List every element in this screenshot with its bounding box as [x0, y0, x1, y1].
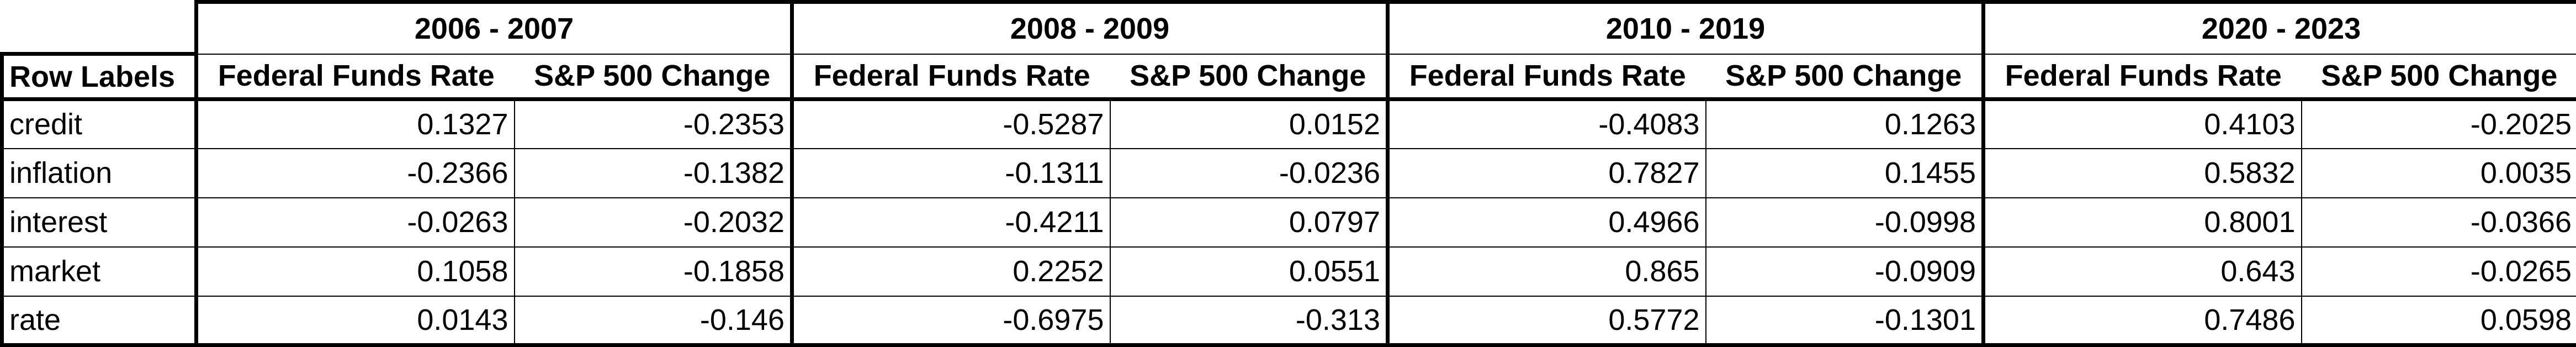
table-cell[interactable]: 0.2252 [792, 247, 1110, 296]
table-cell[interactable]: 0.643 [1984, 247, 2302, 296]
table-cell[interactable]: 0.4103 [1984, 99, 2302, 149]
table-cell[interactable]: 0.1455 [1706, 149, 1984, 198]
period-header-row: 2006 - 2007 2008 - 2009 2010 - 2019 2020… [2, 2, 2576, 54]
table-cell[interactable]: 0.7486 [1984, 296, 2302, 345]
table-cell[interactable]: -0.2366 [197, 149, 515, 198]
column-header[interactable]: S&P 500 Change [515, 54, 792, 99]
column-header[interactable]: S&P 500 Change [1706, 54, 1984, 99]
table-cell[interactable]: -0.1301 [1706, 296, 1984, 345]
table-cell[interactable]: -0.4083 [1388, 99, 1706, 149]
table-cell[interactable]: -0.1858 [515, 247, 792, 296]
column-header[interactable]: Federal Funds Rate [1984, 54, 2302, 99]
table-cell[interactable]: -0.1382 [515, 149, 792, 198]
table-cell[interactable]: 0.0143 [197, 296, 515, 345]
row-label[interactable]: market [2, 247, 197, 296]
table-cell[interactable]: 0.0551 [1110, 247, 1388, 296]
table-cell[interactable]: 0.5832 [1984, 149, 2302, 198]
corner-cell [2, 2, 197, 54]
table-cell[interactable]: -0.2353 [515, 99, 792, 149]
table-row: market 0.1058 -0.1858 0.2252 0.0551 0.86… [2, 247, 2576, 296]
table-cell[interactable]: -0.0909 [1706, 247, 1984, 296]
table-cell[interactable]: 0.8001 [1984, 198, 2302, 247]
period-header[interactable]: 2006 - 2007 [197, 2, 792, 54]
table-cell[interactable]: 0.865 [1388, 247, 1706, 296]
table-cell[interactable]: -0.1311 [792, 149, 1110, 198]
table-cell[interactable]: 0.0797 [1110, 198, 1388, 247]
table-cell[interactable]: -0.0236 [1110, 149, 1388, 198]
table-cell[interactable]: -0.0263 [197, 198, 515, 247]
table-row: inflation -0.2366 -0.1382 -0.1311 -0.023… [2, 149, 2576, 198]
table-cell[interactable]: -0.4211 [792, 198, 1110, 247]
row-label[interactable]: inflation [2, 149, 197, 198]
table-cell[interactable]: 0.0035 [2302, 149, 2576, 198]
table-cell[interactable]: -0.0998 [1706, 198, 1984, 247]
period-header[interactable]: 2010 - 2019 [1388, 2, 1984, 54]
row-label[interactable]: credit [2, 99, 197, 149]
table-cell[interactable]: -0.5287 [792, 99, 1110, 149]
column-header[interactable]: Federal Funds Rate [792, 54, 1110, 99]
table-cell[interactable]: -0.313 [1110, 296, 1388, 345]
column-header[interactable]: S&P 500 Change [2302, 54, 2576, 99]
table-cell[interactable]: 0.1263 [1706, 99, 1984, 149]
table-cell[interactable]: -0.146 [515, 296, 792, 345]
row-labels-header[interactable]: Row Labels [2, 54, 197, 99]
table-cell[interactable]: -0.2025 [2302, 99, 2576, 149]
row-label[interactable]: interest [2, 198, 197, 247]
table-cell[interactable]: 0.0598 [2302, 296, 2576, 345]
table-cell[interactable]: -0.6975 [792, 296, 1110, 345]
table-row: credit 0.1327 -0.2353 -0.5287 0.0152 -0.… [2, 99, 2576, 149]
table-cell[interactable]: 0.5772 [1388, 296, 1706, 345]
table-cell[interactable]: 0.1058 [197, 247, 515, 296]
table-row: interest -0.0263 -0.2032 -0.4211 0.0797 … [2, 198, 2576, 247]
column-header[interactable]: Federal Funds Rate [1388, 54, 1706, 99]
table-cell[interactable]: 0.4966 [1388, 198, 1706, 247]
row-label[interactable]: rate [2, 296, 197, 345]
table-cell[interactable]: -0.2032 [515, 198, 792, 247]
table-cell[interactable]: -0.0265 [2302, 247, 2576, 296]
table-row: rate 0.0143 -0.146 -0.6975 -0.313 0.5772… [2, 296, 2576, 345]
column-header-row: Row Labels Federal Funds Rate S&P 500 Ch… [2, 54, 2576, 99]
table-cell[interactable]: 0.0152 [1110, 99, 1388, 149]
column-header[interactable]: S&P 500 Change [1110, 54, 1388, 99]
period-header[interactable]: 2020 - 2023 [1984, 2, 2576, 54]
column-header[interactable]: Federal Funds Rate [197, 54, 515, 99]
period-header[interactable]: 2008 - 2009 [792, 2, 1388, 54]
table-cell[interactable]: 0.7827 [1388, 149, 1706, 198]
table-cell[interactable]: 0.1327 [197, 99, 515, 149]
table-cell[interactable]: -0.0366 [2302, 198, 2576, 247]
